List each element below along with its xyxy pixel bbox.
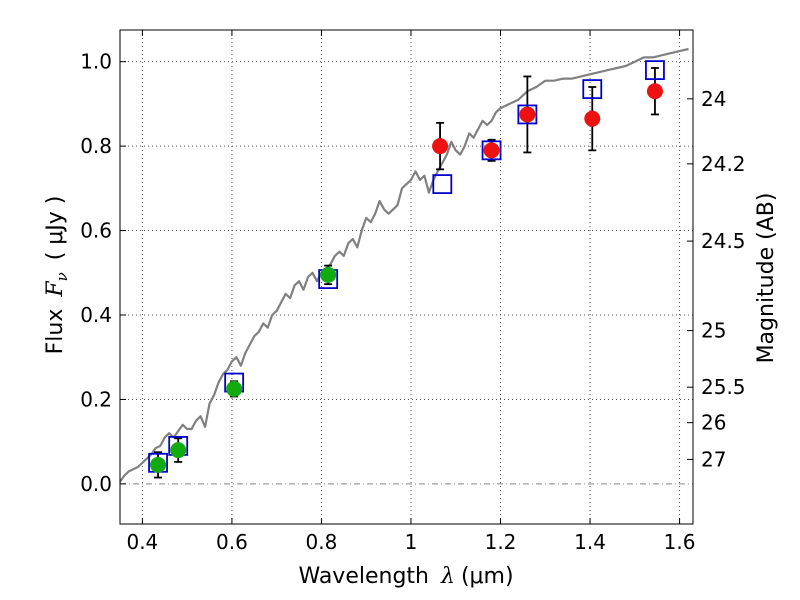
magnitude-tick-label: 27 xyxy=(701,447,726,471)
y-tick-label: 0.8 xyxy=(80,134,112,158)
x-tick-label: 1 xyxy=(405,530,418,554)
magnitude-tick-label: 24.5 xyxy=(701,229,746,253)
x-tick-label: 0.8 xyxy=(306,530,338,554)
magnitude-tick-label: 25.5 xyxy=(701,375,746,399)
magnitude-tick-label: 24 xyxy=(701,87,726,111)
magnitude-tick-labels: 24 24.2 24.5 25 25.5 26 27 xyxy=(701,87,746,472)
spectrum-line xyxy=(119,47,689,483)
model-photometry-square xyxy=(645,60,665,81)
plot-frame xyxy=(119,29,694,525)
y-tick-label: 0.6 xyxy=(80,219,112,243)
model-photometry-square xyxy=(481,140,502,161)
spectrum-series xyxy=(119,47,689,483)
y-tick-label: 0.0 xyxy=(80,472,112,496)
error-bars xyxy=(154,67,659,479)
magnitude-tick-label: 24.2 xyxy=(701,152,746,176)
optical-photometry-point xyxy=(320,266,337,283)
x-tick-label: 1.4 xyxy=(574,530,606,554)
optical-photometry-point xyxy=(150,456,167,473)
nir-photometry-point xyxy=(483,142,500,159)
model-photometry-square xyxy=(582,79,603,100)
x-tick-label: 1.6 xyxy=(664,530,696,554)
nir-photometry-point xyxy=(519,106,536,123)
nir-photometry-point xyxy=(646,83,663,100)
nir-photometry-point xyxy=(432,138,449,155)
magnitude-tick-label: 25 xyxy=(701,319,726,343)
observed-photometry-series xyxy=(150,83,663,473)
x-tick-labels: 0.4 0.6 0.8 1 1.2 1.4 1.6 xyxy=(126,530,695,554)
optical-photometry-point xyxy=(226,380,243,397)
y-tick-label: 1.0 xyxy=(80,50,112,74)
optical-photometry-point xyxy=(170,442,187,459)
model-photometry-square xyxy=(432,174,453,195)
nir-photometry-point xyxy=(584,110,601,127)
model-photometry-square xyxy=(517,104,538,125)
y-tick-labels: 0.0 0.2 0.4 0.6 0.8 1.0 xyxy=(80,50,112,496)
x-tick-label: 0.4 xyxy=(126,530,158,554)
magnitude-axis-label: Magnitude (AB) xyxy=(754,193,779,364)
magnitude-tick-label: 26 xyxy=(701,411,726,435)
axis-ticks xyxy=(120,30,693,524)
grid-lines xyxy=(120,30,693,524)
y-axis-label: FluxFν( μJy ) xyxy=(43,196,71,355)
x-axis-label: Wavelength λ (μm) xyxy=(298,564,513,589)
x-tick-label: 1.2 xyxy=(485,530,517,554)
x-tick-label: 0.6 xyxy=(216,530,248,554)
y-tick-label: 0.4 xyxy=(80,303,112,327)
y-tick-label: 0.2 xyxy=(80,387,112,411)
